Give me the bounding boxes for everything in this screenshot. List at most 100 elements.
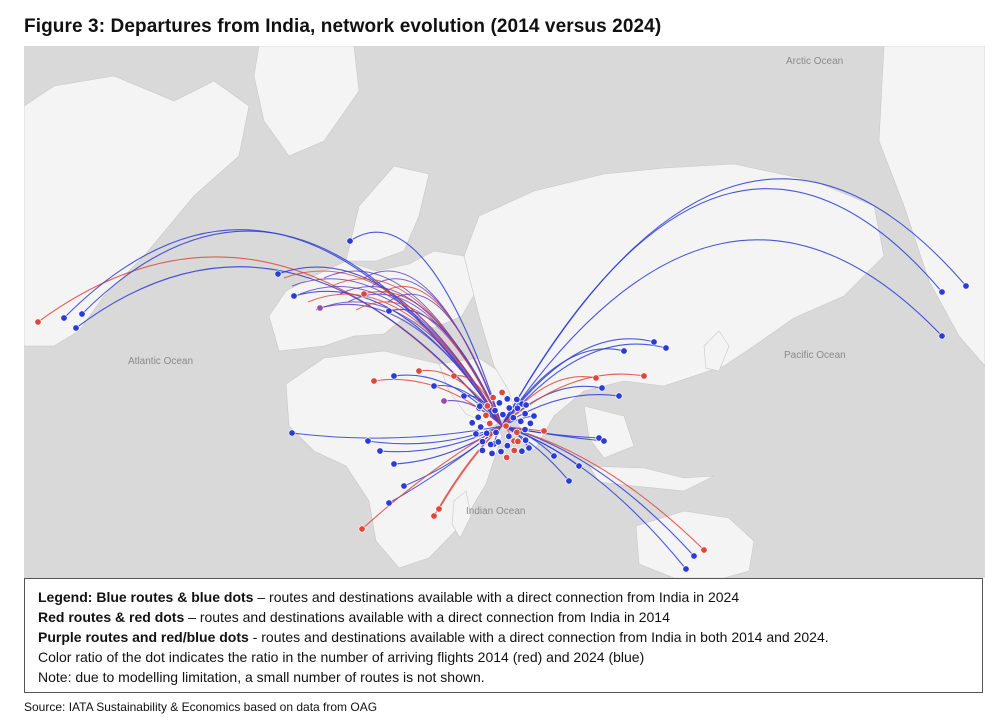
landmass-greenland [253, 46, 360, 157]
destination-dot [430, 512, 438, 520]
india-airport-dot [503, 453, 511, 462]
route-arc [355, 301, 503, 427]
destination-dot [358, 525, 366, 533]
destination-dot [598, 384, 606, 392]
route-arc [443, 399, 503, 427]
landmass-australia [635, 510, 755, 578]
destination-dot [662, 344, 670, 352]
destination-dot [550, 452, 558, 460]
destination-dot [592, 374, 600, 382]
ocean-label-pacific: Pacific Ocean [784, 350, 846, 361]
legend-red-heading: Red routes & red dots [38, 609, 185, 625]
destination-dot [690, 552, 698, 560]
india-airport-dot [505, 404, 513, 412]
india-airport-dot [513, 395, 521, 404]
destination-dot [682, 565, 690, 573]
destination-dot [620, 347, 628, 355]
destination-dot [34, 318, 42, 326]
india-airport-dot [518, 447, 526, 455]
legend-blue-heading: Legend: Blue routes & blue dots [38, 589, 254, 605]
route-arc [315, 301, 503, 427]
destination-dot [376, 447, 384, 455]
ocean-label-atlantic: Atlantic Ocean [128, 356, 193, 367]
india-airport-dot [468, 419, 476, 427]
india-airport-dot [503, 395, 511, 403]
landmass-africa [285, 350, 503, 569]
india-airport-dot [513, 428, 521, 436]
landmass-north-america [24, 75, 250, 347]
legend-line-purple: Purple routes and red/blue dots - routes… [38, 629, 829, 645]
legend-blue-text: – routes and destinations available with… [253, 589, 740, 605]
route-arc [501, 425, 605, 442]
legend-purple-text: - routes and destinations available with… [248, 629, 829, 645]
india-airport-dot [521, 410, 529, 418]
route-arc [501, 425, 705, 551]
destination-dot [460, 392, 468, 400]
source-note: Source: IATA Sustainability & Economics … [24, 700, 378, 714]
destination-dot [450, 372, 458, 380]
destination-dot [700, 546, 708, 554]
legend-color-ratio-note: Color ratio of the dot indicates the rat… [38, 649, 645, 665]
india-airport-dot [503, 442, 512, 450]
india-airport-dot [498, 388, 506, 397]
legend-line-red: Red routes & red dots – routes and desti… [38, 609, 670, 625]
india-airport-dot [495, 399, 504, 407]
india-airport-dot [478, 437, 487, 446]
destination-dot [288, 429, 296, 437]
india-airport-dot [497, 447, 505, 456]
destination-dot [60, 314, 68, 322]
india-airport-dot [478, 446, 487, 455]
route-arc [501, 178, 967, 427]
destination-dot [72, 324, 80, 332]
india-airport-dot [483, 402, 492, 410]
landmass-north-america-west [878, 46, 985, 367]
destination-dot [938, 288, 946, 296]
india-airport-dot [513, 404, 522, 412]
destination-dot [346, 237, 354, 245]
ocean-label-indian: Indian Ocean [466, 506, 526, 517]
destination-dot [274, 270, 282, 278]
destination-dot [290, 292, 298, 300]
destination-dot [440, 397, 448, 405]
india-airport-dot [488, 449, 496, 458]
india-airport-dot [521, 436, 530, 444]
legend-line-blue: Legend: Blue routes & blue dots – routes… [38, 589, 739, 605]
india-airport-dot [477, 423, 485, 431]
route-map-canvas: Arctic Ocean Atlantic Ocean Pacific Ocea… [24, 46, 985, 578]
india-airport-dot [521, 425, 529, 434]
destination-dot [415, 367, 423, 375]
india-airport-dot [474, 413, 482, 421]
india-airport-dot [491, 406, 499, 415]
landmass-japan [703, 330, 730, 372]
destination-dot [962, 282, 970, 290]
destination-dot [525, 444, 533, 452]
route-arc [319, 303, 503, 427]
india-airport-dot [492, 428, 500, 437]
route-arc [501, 425, 570, 482]
destination-dots-layer [34, 237, 970, 573]
india-airport-dot [494, 438, 502, 446]
india-airport-dot [486, 419, 494, 428]
route-map: Arctic Ocean Atlantic Ocean Pacific Ocea… [24, 46, 985, 578]
route-arc [501, 373, 645, 427]
destination-dot [650, 338, 658, 346]
india-airport-dot [487, 440, 495, 449]
destination-dot [385, 307, 393, 315]
route-arc [75, 266, 503, 427]
destination-dot [640, 372, 648, 380]
destination-dot [530, 412, 538, 420]
destination-dot [370, 377, 378, 385]
landmass-madagascar [451, 490, 472, 539]
legend-purple-heading: Purple routes and red/blue dots [38, 629, 249, 645]
destination-dot [360, 290, 368, 298]
india-airport-dot [526, 419, 535, 427]
destination-dot [390, 372, 398, 380]
india-airport-dot [482, 411, 490, 419]
destination-dot [540, 427, 548, 435]
destination-dot [78, 310, 86, 318]
ocean-label-arctic: Arctic Ocean [786, 56, 843, 67]
destination-dot [938, 332, 946, 340]
india-airport-dot [476, 402, 484, 410]
india-airport-dot [517, 417, 525, 425]
india-airport-dot [483, 429, 491, 437]
